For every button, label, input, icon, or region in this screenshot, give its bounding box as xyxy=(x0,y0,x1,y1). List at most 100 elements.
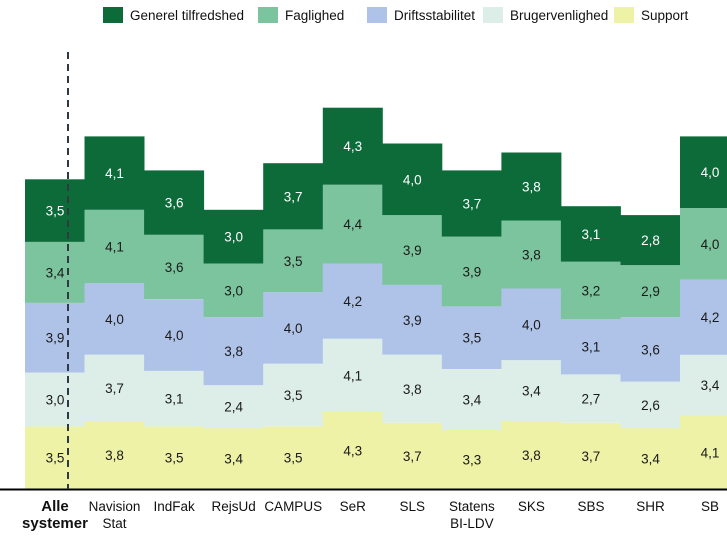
data-label: 3,2 xyxy=(582,283,601,298)
data-label: 3,6 xyxy=(165,260,184,275)
bar-segment-brugervenlighed-sbs xyxy=(560,374,621,423)
data-label: 3,9 xyxy=(462,265,481,280)
bar-segment-support-alle-systemer xyxy=(25,426,85,489)
bar-segment-faglighed-sb xyxy=(680,208,727,280)
data-label: 3,5 xyxy=(284,451,303,466)
bar-segment-faglighed-ser xyxy=(322,184,383,264)
data-label: 3,7 xyxy=(105,381,124,396)
data-label: 3,0 xyxy=(46,393,65,408)
bar-segment-generel-tilfredshed-sb xyxy=(680,136,727,208)
legend-label: Support xyxy=(641,7,689,23)
data-label: 4,3 xyxy=(343,444,362,459)
category-label: Navision xyxy=(89,499,141,514)
bar-segment-brugervenlighed-shr xyxy=(620,381,681,429)
bar-segment-faglighed-shr xyxy=(620,265,681,318)
bar-segment-brugervenlighed-sks xyxy=(501,360,562,421)
legend-item-driftsstabilitet: Driftsstabilitet xyxy=(367,5,475,25)
data-label: 3,7 xyxy=(462,197,481,212)
bar-segment-driftsstabilitet-rejsud xyxy=(203,317,264,386)
category-label: BI-LDV xyxy=(450,516,494,531)
bar-segment-faglighed-sbs xyxy=(560,261,621,319)
data-label: 4,2 xyxy=(701,310,720,325)
data-label: 3,1 xyxy=(582,227,601,242)
bar-segment-support-navision-stat xyxy=(84,421,145,489)
data-label: 3,4 xyxy=(46,265,65,280)
data-label: 3,6 xyxy=(641,342,660,357)
bar-segment-generel-tilfredshed-sks xyxy=(501,152,562,221)
bar-segment-generel-tilfredshed-alle-systemer xyxy=(25,179,85,242)
bar-segment-driftsstabilitet-navision-stat xyxy=(84,283,145,355)
category-label: Statens xyxy=(449,499,495,514)
bar-segment-faglighed-campus xyxy=(263,229,324,293)
data-label: 3,9 xyxy=(403,243,422,258)
bar-segment-brugervenlighed-sls xyxy=(382,354,443,423)
bar-segment-faglighed-sks xyxy=(501,220,562,289)
legend-item-support: Support xyxy=(614,5,688,25)
bar-segment-support-statens-bi-ldv xyxy=(441,429,502,489)
data-label: 2,8 xyxy=(641,233,660,248)
legend-swatch xyxy=(614,7,634,23)
legend-item-brugervenlighed: Brugervenlighed xyxy=(483,5,608,25)
category-label: SKS xyxy=(518,499,545,514)
category-label: SLS xyxy=(400,499,426,514)
chart-legend: Generel tilfredshed Faglighed Driftsstabil… xyxy=(0,0,727,32)
data-label: 3,5 xyxy=(284,254,303,269)
bar-segment-support-rejsud xyxy=(203,428,264,489)
bar-segment-support-shr xyxy=(620,428,681,489)
bar-segment-support-sks xyxy=(501,421,562,489)
data-label: 4,3 xyxy=(343,139,362,154)
data-label: 3,0 xyxy=(224,230,243,245)
data-label: 4,0 xyxy=(522,317,541,332)
data-label: 3,1 xyxy=(582,340,601,355)
data-label: 3,8 xyxy=(522,448,541,463)
category-label: Stat xyxy=(103,516,127,531)
bar-segment-generel-tilfredshed-sbs xyxy=(560,206,621,262)
bar-segment-generel-tilfredshed-ser xyxy=(322,107,383,185)
legend-swatch xyxy=(483,7,503,23)
legend-label: Generel tilfredshed xyxy=(130,7,245,23)
bar-segment-brugervenlighed-campus xyxy=(263,363,324,427)
data-label: 3,4 xyxy=(224,452,243,467)
data-label: 3,6 xyxy=(165,196,184,211)
legend-swatch xyxy=(258,7,278,23)
data-label: 3,4 xyxy=(701,378,720,393)
data-label: 2,9 xyxy=(641,284,660,299)
data-label: 3,7 xyxy=(284,189,303,204)
bar-segment-faglighed-rejsud xyxy=(203,263,264,318)
data-label: 3,5 xyxy=(46,204,65,219)
data-label: 3,5 xyxy=(462,331,481,346)
legend-swatch xyxy=(103,7,123,23)
bar-segment-support-campus xyxy=(263,426,324,489)
bar-segment-generel-tilfredshed-statens-bi-ldv xyxy=(441,170,502,237)
data-label: 4,4 xyxy=(343,217,362,232)
bar-segment-generel-tilfredshed-indfak xyxy=(144,170,205,235)
bar-segment-driftsstabilitet-indfak xyxy=(144,299,205,371)
bar-segment-faglighed-navision-stat xyxy=(84,209,145,284)
category-label: SBS xyxy=(577,499,604,514)
legend-item-faglighed: Faglighed xyxy=(258,5,344,25)
bar-segment-support-sbs xyxy=(560,422,621,489)
data-label: 4,0 xyxy=(105,312,124,327)
data-label: 3,4 xyxy=(641,452,660,467)
bar-segment-faglighed-sls xyxy=(382,215,443,285)
bar-segment-faglighed-statens-bi-ldv xyxy=(441,236,502,307)
data-label: 3,8 xyxy=(522,180,541,195)
data-label: 3,4 xyxy=(522,384,541,399)
data-label: 4,0 xyxy=(403,172,422,187)
bar-segment-driftsstabilitet-sb xyxy=(680,279,727,355)
bar-segment-support-sb xyxy=(680,415,727,489)
data-label: 2,7 xyxy=(582,392,601,407)
data-label: 4,2 xyxy=(343,294,362,309)
bar-segment-support-indfak xyxy=(144,426,205,489)
category-label: SHR xyxy=(636,499,665,514)
bar-segment-brugervenlighed-navision-stat xyxy=(84,354,145,421)
bar-segment-driftsstabilitet-ser xyxy=(322,263,383,339)
legend-label: Driftsstabilitet xyxy=(394,7,476,23)
data-label: 3,3 xyxy=(462,453,481,468)
category-label: Alle xyxy=(41,498,69,515)
bar-segment-support-ser xyxy=(322,412,383,489)
bar-segment-driftsstabilitet-shr xyxy=(620,317,681,382)
category-label: IndFak xyxy=(153,499,195,514)
bar-segment-faglighed-indfak xyxy=(144,234,205,300)
